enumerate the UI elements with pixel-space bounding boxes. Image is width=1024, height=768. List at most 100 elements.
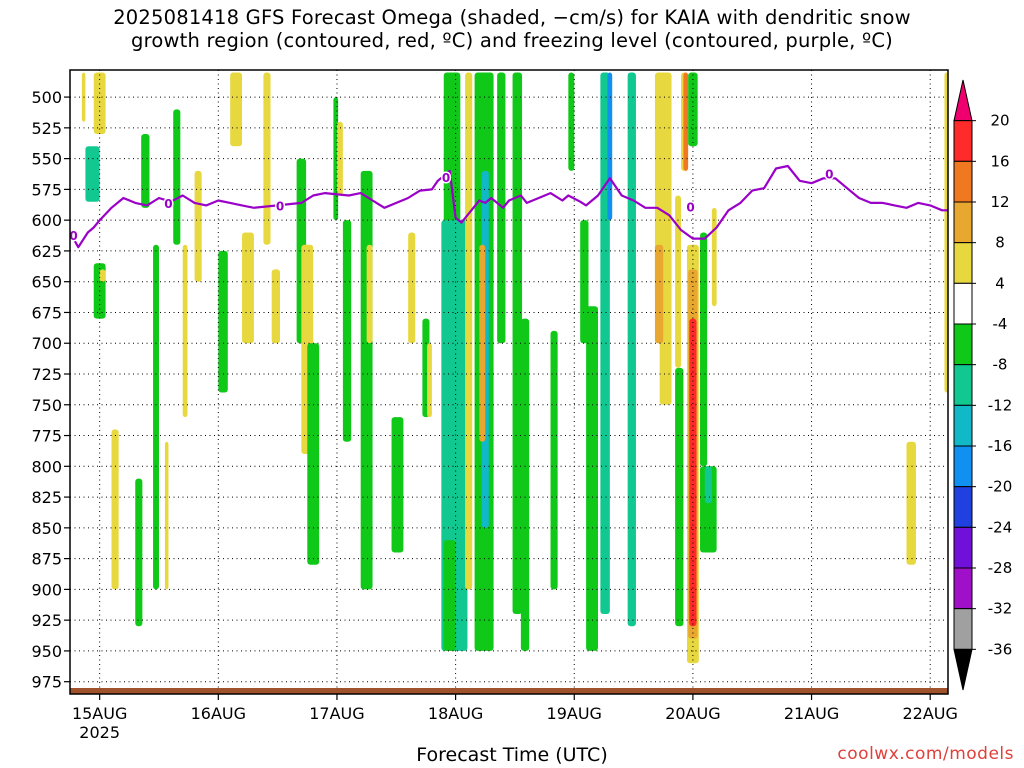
colorbar-swatch	[953, 445, 973, 488]
y-tick-label: 800	[31, 457, 62, 476]
y-tick-label: 875	[31, 550, 62, 569]
ground-surface	[70, 688, 948, 694]
colorbar-label: 12	[990, 193, 1009, 211]
omega-region	[182, 244, 188, 418]
freezing-level-label: 0	[825, 167, 833, 181]
omega-region	[263, 72, 271, 245]
y-tick-label: 675	[31, 303, 62, 322]
y-tick-label: 750	[31, 396, 62, 415]
omega-region	[944, 72, 948, 393]
y-tick-label: 825	[31, 488, 62, 507]
omega-region	[360, 170, 373, 590]
freezing-level-label: 0	[686, 201, 694, 215]
y-tick-label: 500	[31, 88, 62, 107]
colorbar-swatch	[953, 526, 973, 569]
omega-region	[230, 72, 243, 147]
colorbar-label: -16	[988, 437, 1013, 455]
y-tick-label: 650	[31, 273, 62, 292]
x-tick-label: 22AUG	[902, 704, 957, 723]
colorbar-swatch	[953, 160, 973, 203]
x-tick-label: 15AUG	[72, 704, 127, 723]
y-tick-label: 950	[31, 642, 62, 661]
colorbar-swatch	[953, 282, 973, 325]
colorbar-swatch	[953, 242, 973, 284]
colorbar: 20 16 12 8 4 -4 -8 -12 -16 -20 -24 -28 -32 -36	[953, 79, 1013, 691]
omega-region	[408, 232, 416, 344]
colorbar-swatch	[953, 486, 973, 528]
omega-region	[271, 269, 281, 344]
y-tick-label: 625	[31, 242, 62, 261]
omega-region	[568, 72, 575, 171]
freezing-level-label: 0	[164, 197, 172, 211]
colorbar-label: 4	[995, 274, 1005, 292]
y-tick-label: 900	[31, 580, 62, 599]
colorbar-swatch	[953, 120, 973, 162]
omega-region	[141, 134, 150, 208]
colorbar-swatch	[953, 79, 973, 122]
colorbar-label: 8	[995, 234, 1005, 252]
omega-region	[654, 244, 664, 344]
y-tick-label: 775	[31, 427, 62, 446]
omega-region	[683, 72, 689, 171]
colorbar-label: 20	[990, 112, 1009, 130]
y-tick-label: 600	[31, 211, 62, 230]
omega-region	[307, 343, 320, 565]
omega-region	[336, 121, 343, 196]
omega-region	[512, 72, 523, 614]
colorbar-label: -4	[993, 315, 1008, 333]
omega-region	[497, 72, 506, 344]
y-axis: 500 525 550 575 600 625 650 675 700 725 750 775 800 8…	[31, 88, 70, 692]
omega-region	[704, 466, 712, 504]
y-tick-label: 550	[31, 150, 62, 169]
x-axis-label: Forecast Time (UTC)	[416, 744, 608, 766]
colorbar-swatch	[953, 404, 973, 447]
y-tick-label: 725	[31, 365, 62, 384]
x-year-label: 2025	[79, 723, 120, 742]
omega-region	[465, 72, 473, 590]
colorbar-swatch	[953, 323, 973, 366]
omega-region	[173, 109, 181, 245]
omega-region	[607, 72, 613, 221]
chart-title-line1: 2025081418 GFS Forecast Omega (shaded, −…	[113, 6, 911, 29]
colorbar-swatch	[953, 567, 973, 610]
omega-region	[111, 429, 119, 590]
omega-shading	[81, 72, 948, 664]
omega-region	[443, 72, 461, 245]
omega-region	[688, 72, 698, 147]
x-tick-label: 20AUG	[665, 704, 720, 723]
omega-region	[194, 170, 202, 282]
freezing-level-label: 0	[276, 199, 284, 213]
chart-title-line2: growth region (contoured, red, ºC) and f…	[131, 29, 893, 52]
colorbar-label: -8	[993, 356, 1008, 374]
colorbar-label: -12	[988, 396, 1013, 414]
omega-region	[443, 540, 456, 651]
omega-region	[242, 232, 254, 344]
colorbar-swatch	[953, 648, 973, 691]
omega-region	[627, 72, 636, 627]
omega-region	[479, 244, 486, 442]
x-tick-label: 19AUG	[547, 704, 602, 723]
omega-region	[135, 478, 143, 627]
colorbar-label: -32	[988, 600, 1013, 618]
ground-strip	[70, 688, 948, 694]
colorbar-label: -24	[988, 518, 1013, 536]
omega-region	[700, 466, 717, 553]
y-tick-label: 575	[31, 180, 62, 199]
omega-region	[427, 343, 432, 418]
omega-region	[700, 232, 708, 467]
freezing-level-label: 0	[442, 171, 450, 185]
x-tick-label: 17AUG	[309, 704, 364, 723]
x-axis: 15AUG 16AUG 17AUG 18AUG 19AUG 20AUG 21AUG 22AUG…	[72, 694, 958, 742]
omega-region	[600, 72, 610, 614]
colorbar-swatch	[953, 364, 973, 406]
omega-region	[218, 250, 228, 393]
colorbar-swatch	[953, 608, 973, 650]
omega-region	[164, 441, 169, 590]
freezing-level-contour: 0 0 0 0 0 0	[70, 164, 948, 249]
colorbar-label: -20	[988, 478, 1013, 496]
omega-region	[366, 244, 373, 344]
x-tick-label: 18AUG	[428, 704, 483, 723]
omega-region	[391, 417, 404, 553]
omega-region	[93, 72, 106, 134]
omega-region	[85, 146, 100, 202]
